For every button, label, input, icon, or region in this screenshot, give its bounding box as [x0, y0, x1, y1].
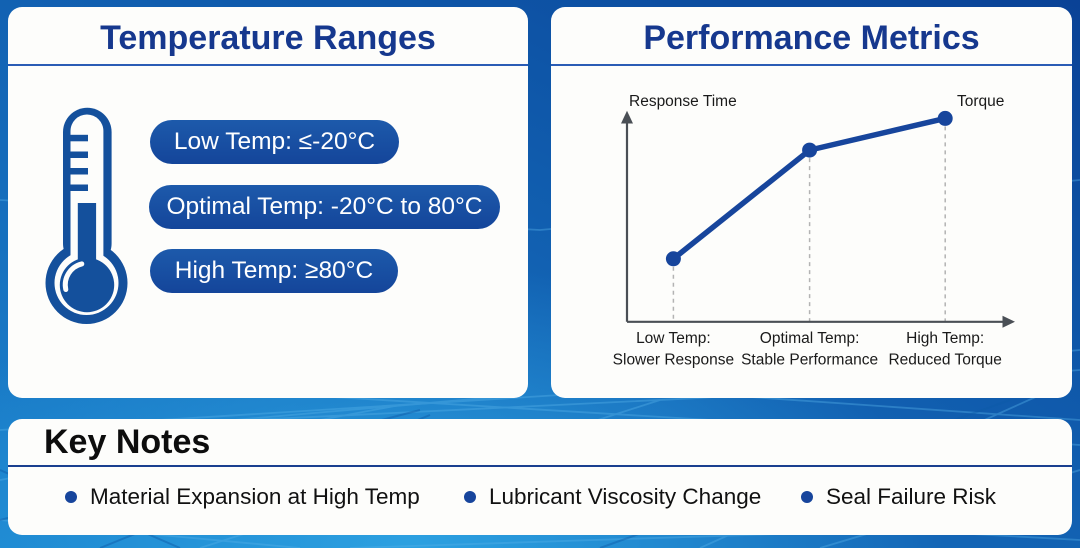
svg-text:Response Time: Response Time — [629, 93, 737, 110]
svg-text:Optimal Temp:: Optimal Temp: — [760, 330, 860, 347]
svg-text:Torque: Torque — [957, 93, 1004, 110]
svg-text:Stable Performance: Stable Performance — [741, 352, 878, 369]
svg-text:Reduced Torque: Reduced Torque — [888, 352, 1001, 369]
svg-text:Low Temp:: Low Temp: — [636, 330, 711, 347]
svg-text:Slower Response: Slower Response — [613, 352, 734, 369]
svg-text:High Temp:: High Temp: — [906, 330, 984, 347]
